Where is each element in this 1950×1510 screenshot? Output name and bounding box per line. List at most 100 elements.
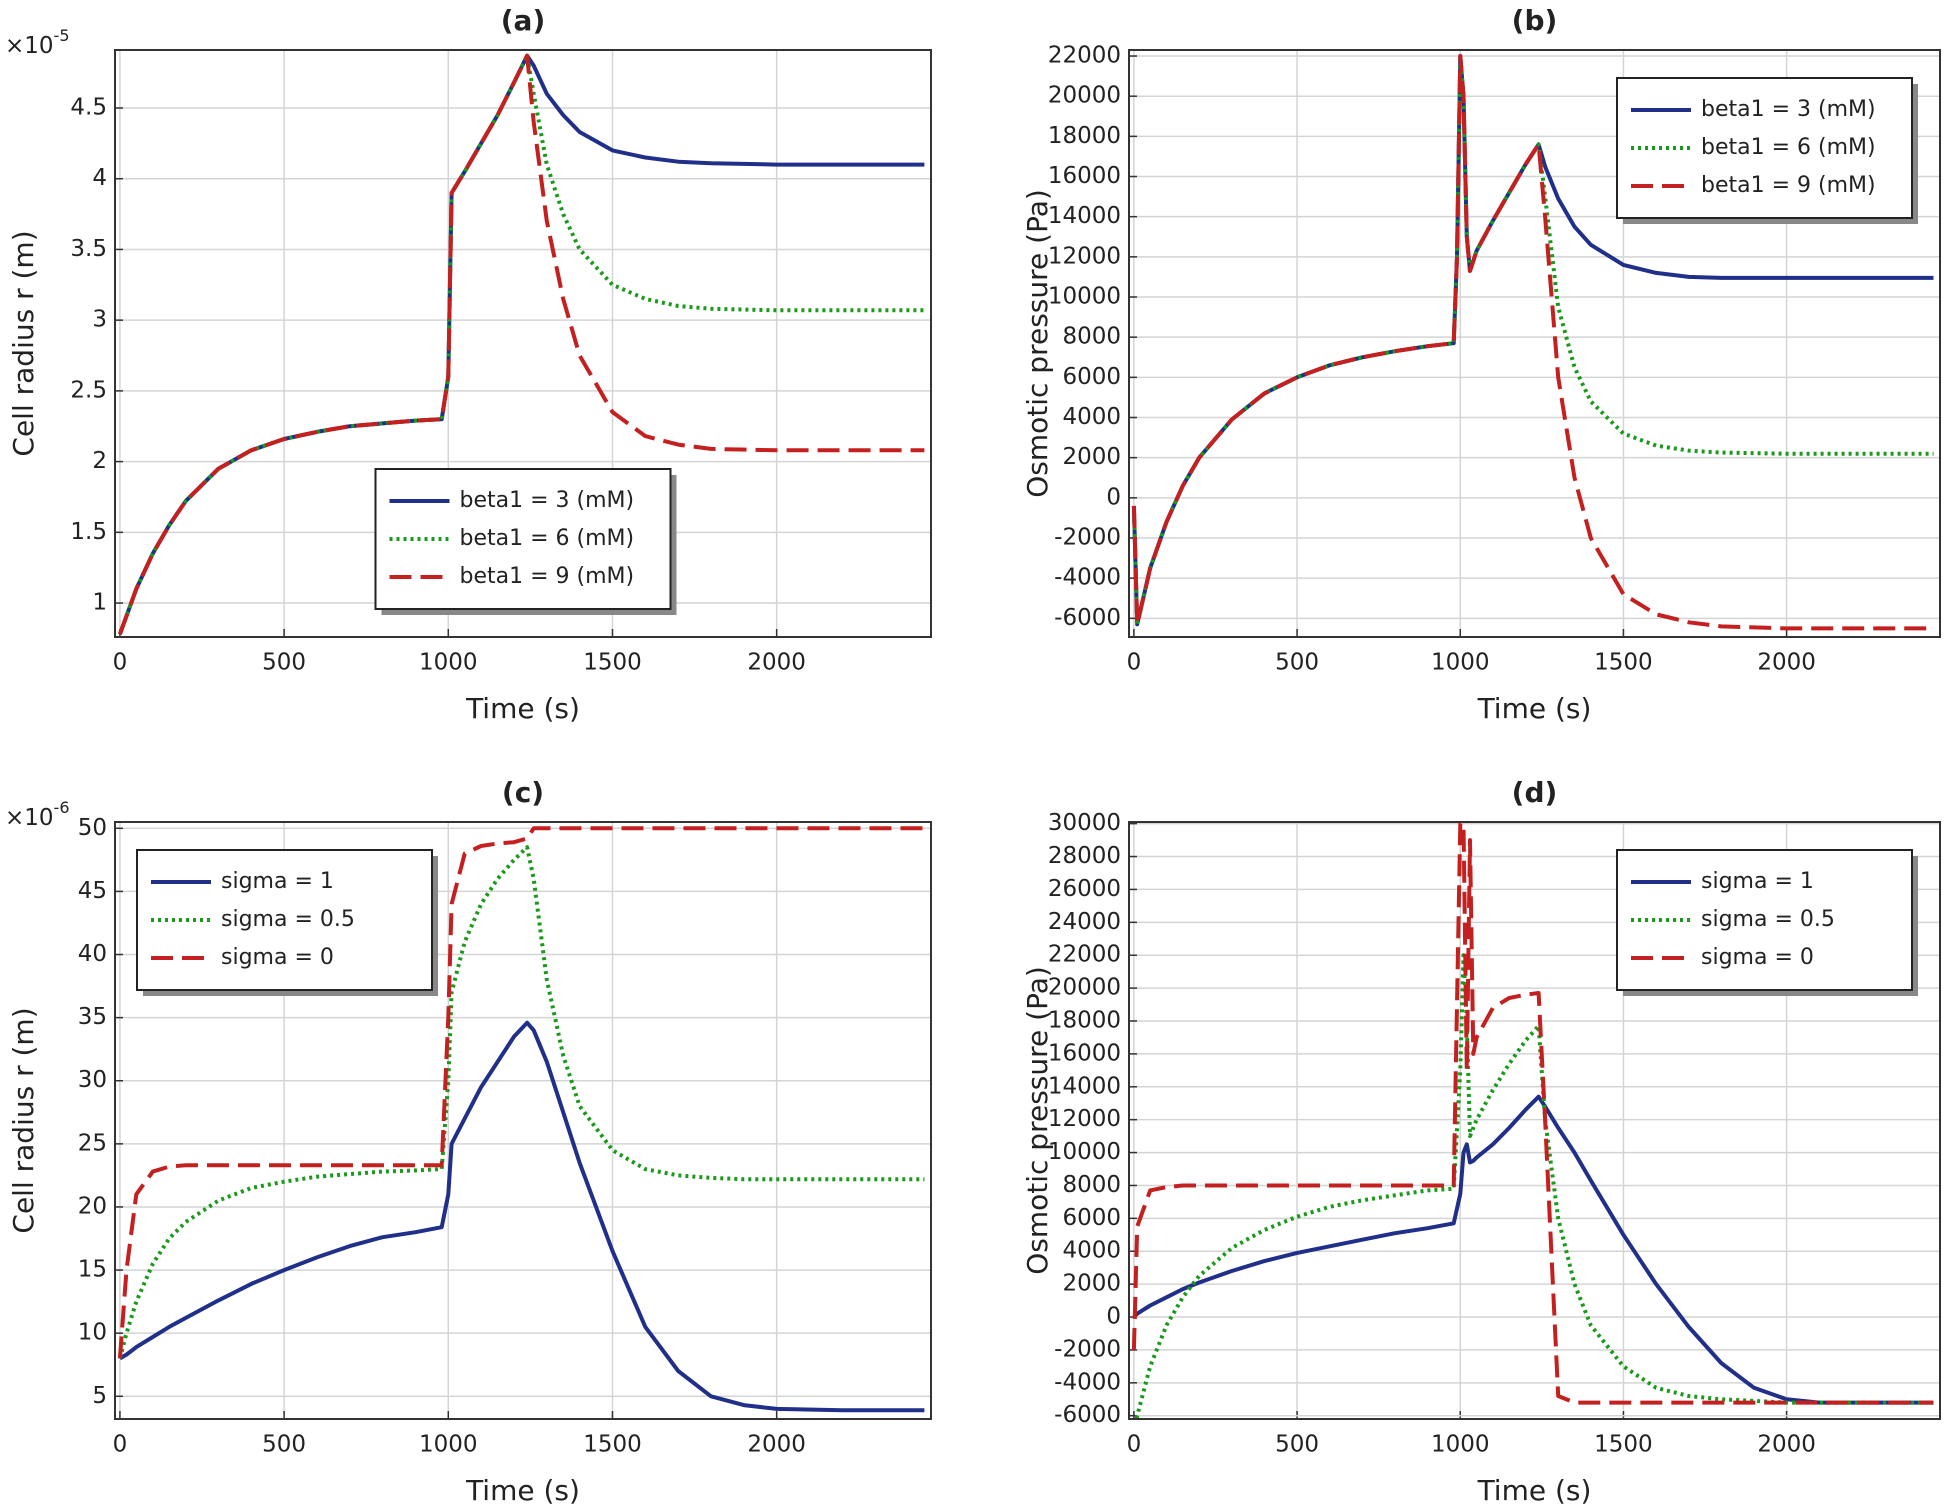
y-tick-label: 4.5 [70, 94, 107, 120]
y-tick-label: 0 [1106, 1304, 1121, 1330]
y-tick-label: 1 [92, 590, 107, 616]
legend-label: beta1 = 3 (mM) [1701, 97, 1876, 122]
x-tick-label: 2000 [1757, 650, 1816, 676]
y-multiplier-base: ×10 [5, 805, 54, 831]
y-tick-label: 2.5 [70, 377, 107, 403]
legend-label: beta1 = 9 (mM) [460, 564, 635, 589]
x-tick-label: 2000 [1757, 1432, 1816, 1458]
y-tick-label: -6000 [1054, 1402, 1121, 1428]
y-tick-label: 30 [78, 1067, 107, 1093]
y-tick-label: 45 [78, 878, 107, 904]
y-multiplier-exponent: -5 [54, 26, 70, 45]
x-axis-label: Time (s) [1477, 692, 1592, 725]
legend-label: beta1 = 9 (mM) [1701, 173, 1876, 198]
x-tick-label: 500 [1275, 1432, 1319, 1458]
y-tick-label: 28000 [1048, 843, 1121, 869]
x-axis-label: Time (s) [1477, 1474, 1592, 1506]
y-tick-label: 25 [78, 1130, 107, 1156]
data-line [1131, 54, 1934, 631]
y-tick-label: 4000 [1062, 404, 1121, 430]
y-tick-label: 15 [78, 1257, 107, 1283]
y-axis-label: Cell radius r (m) [7, 1007, 40, 1233]
chart-title: (a) [501, 4, 546, 37]
chart-panel: 0 500 1000 1500 2000 5 10 15 20 25 30 35 40 45 50 (c) Ti… [5, 776, 932, 1507]
data-line [1134, 953, 1934, 1419]
data-line [1132, 1094, 1934, 1405]
y-tick-label: 1.5 [70, 519, 107, 545]
legend-label: beta1 = 6 (mM) [460, 526, 635, 551]
y-tick-label: 20000 [1048, 975, 1121, 1001]
chart-title: (d) [1512, 776, 1558, 809]
legend-label: sigma = 0 [1701, 945, 1814, 970]
y-tick-label: 2000 [1062, 444, 1121, 470]
y-multiplier: ×10-6 [5, 798, 70, 831]
y-tick-label: 16000 [1048, 1040, 1121, 1066]
x-tick-label: 2000 [747, 1432, 806, 1458]
data-line [118, 1020, 925, 1413]
y-tick-label: 14000 [1048, 1073, 1121, 1099]
chart-title: (b) [1512, 4, 1558, 37]
y-tick-label: 10 [78, 1320, 107, 1346]
data-line [118, 53, 925, 635]
legend-label: sigma = 0 [221, 945, 334, 970]
y-axis-label: Osmotic pressure (Pa) [1021, 966, 1054, 1275]
y-tick-label: 2000 [1062, 1271, 1121, 1297]
y-tick-label: 8000 [1062, 1172, 1121, 1198]
y-tick-label: -4000 [1054, 565, 1121, 591]
y-tick-label: 22000 [1048, 942, 1121, 968]
y-tick-label: 50 [78, 815, 107, 841]
y-tick-label: 30000 [1048, 810, 1121, 836]
x-tick-label: 1500 [583, 1432, 642, 1458]
y-axis-label: Cell radius r (m) [7, 230, 40, 456]
y-tick-label: 14000 [1048, 203, 1121, 229]
y-tick-label: 35 [78, 1004, 107, 1030]
x-tick-label: 1500 [1594, 1432, 1653, 1458]
y-tick-label: 8000 [1062, 324, 1121, 350]
x-tick-label: 1000 [419, 650, 478, 676]
y-tick-label: 12000 [1048, 243, 1121, 269]
y-tick-label: 4000 [1062, 1238, 1121, 1264]
chart-panel: 0 500 1000 1500 2000 -6000 -4000 -2000 0 2000 4000… [1021, 4, 1941, 725]
legend-label: sigma = 1 [221, 869, 334, 894]
y-tick-label: 4 [92, 165, 107, 191]
x-tick-label: 1000 [419, 1432, 478, 1458]
y-tick-label: 6000 [1062, 1205, 1121, 1231]
plot-frame [114, 49, 932, 638]
y-tick-label: -2000 [1054, 1336, 1121, 1362]
legend-label: sigma = 0.5 [221, 907, 355, 932]
y-tick-label: 40 [78, 941, 107, 967]
data-line [117, 845, 925, 1359]
y-tick-label: -6000 [1054, 605, 1121, 631]
x-tick-label: 0 [1127, 1432, 1142, 1458]
legend-label: sigma = 0.5 [1701, 907, 1835, 932]
y-tick-label: 3.5 [70, 236, 107, 262]
y-multiplier-exponent: -6 [54, 798, 70, 817]
legend-label: beta1 = 3 (mM) [460, 488, 635, 513]
data-line [117, 826, 925, 1359]
y-tick-label: 12000 [1048, 1106, 1121, 1132]
y-multiplier: ×10-5 [5, 26, 70, 59]
y-tick-label: 10000 [1048, 284, 1121, 310]
x-axis-label: Time (s) [465, 1474, 580, 1506]
y-tick-label: -4000 [1054, 1369, 1121, 1395]
y-tick-label: 20000 [1048, 83, 1121, 109]
x-tick-label: 1500 [1594, 650, 1653, 676]
x-axis-label: Time (s) [465, 692, 580, 725]
y-tick-label: -2000 [1054, 524, 1121, 550]
chart-title: (c) [502, 776, 544, 809]
y-tick-label: 20 [78, 1193, 107, 1219]
y-tick-label: 3 [92, 307, 107, 333]
x-tick-label: 0 [113, 1432, 128, 1458]
lines [117, 826, 925, 1413]
y-tick-label: 16000 [1048, 163, 1121, 189]
plot-frame [114, 821, 932, 1420]
chart-panel: 0 500 1000 1500 2000 1 1.5 2 2.5 3 3.5 4 4.5 (a) Time … [5, 4, 932, 725]
y-tick-label: 18000 [1048, 123, 1121, 149]
x-tick-label: 500 [1275, 650, 1319, 676]
legend-label: beta1 = 6 (mM) [1701, 135, 1876, 160]
x-tick-label: 500 [262, 650, 306, 676]
x-tick-label: 0 [113, 650, 128, 676]
x-tick-label: 1500 [583, 650, 642, 676]
y-tick-label: 22000 [1048, 43, 1121, 69]
y-axis-label: Osmotic pressure (Pa) [1021, 189, 1054, 498]
